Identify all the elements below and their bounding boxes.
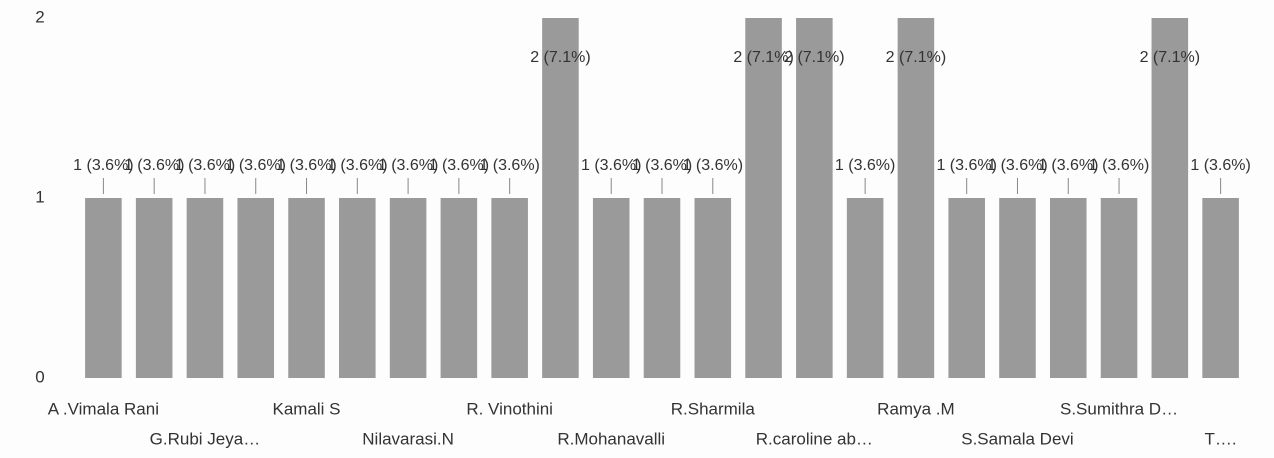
value-label: 2 (7.1%) — [1140, 49, 1200, 66]
value-label: 1 (3.6%) — [73, 157, 133, 174]
bar — [237, 198, 275, 378]
y-tick-label: 2 — [35, 7, 44, 26]
x-tick-label: A .Vimala Rani — [48, 399, 159, 418]
bar — [339, 198, 376, 378]
value-label: 1 (3.6%) — [226, 157, 286, 174]
value-label: 1 (3.6%) — [1038, 157, 1098, 174]
x-tick-label: G.Rubi Jeya… — [150, 429, 261, 448]
value-label: 1 (3.6%) — [124, 157, 184, 174]
bar — [1100, 198, 1138, 378]
value-label: 1 (3.6%) — [479, 157, 539, 174]
x-tick-label: R.caroline ab… — [756, 429, 873, 448]
x-tick-label: Kamali S — [273, 399, 341, 418]
x-tick-label: T…. — [1205, 429, 1237, 448]
value-label: 2 (7.1%) — [530, 49, 590, 66]
x-tick-label: R.Mohanavalli — [557, 429, 665, 448]
bar — [694, 198, 732, 378]
value-label: 1 (3.6%) — [632, 157, 692, 174]
value-label: 1 (3.6%) — [1089, 157, 1149, 174]
value-label: 1 (3.6%) — [378, 157, 438, 174]
bar — [948, 198, 985, 378]
x-tick-label: S.Sumithra D… — [1060, 399, 1178, 418]
value-label: 1 (3.6%) — [276, 157, 336, 174]
bar — [85, 198, 122, 378]
value-label: 1 (3.6%) — [429, 157, 489, 174]
x-tick-label: R.Sharmila — [671, 399, 756, 418]
value-label: 1 (3.6%) — [987, 157, 1047, 174]
x-tick-label: Nilavarasi.N — [362, 429, 454, 448]
y-tick-label: 1 — [35, 187, 44, 206]
bar — [592, 198, 630, 378]
value-label: 1 (3.6%) — [175, 157, 235, 174]
value-label: 1 (3.6%) — [936, 157, 996, 174]
value-label: 1 (3.6%) — [683, 157, 743, 174]
bar — [542, 18, 579, 378]
bar — [135, 198, 173, 378]
bar — [897, 18, 935, 378]
bar — [1049, 198, 1087, 378]
value-label: 1 (3.6%) — [1190, 157, 1250, 174]
bar — [1202, 198, 1239, 378]
bar — [999, 198, 1036, 378]
value-label: 1 (3.6%) — [327, 157, 387, 174]
value-label: 1 (3.6%) — [581, 157, 641, 174]
bar — [745, 18, 782, 378]
value-label: 2 (7.1%) — [784, 49, 844, 66]
value-label: 1 (3.6%) — [835, 157, 895, 174]
bar — [288, 198, 325, 378]
bar — [1151, 18, 1189, 378]
value-label: 2 (7.1%) — [733, 49, 793, 66]
bar — [440, 198, 478, 378]
bar — [186, 198, 224, 378]
x-tick-label: S.Samala Devi — [961, 429, 1073, 448]
y-tick-label: 0 — [35, 367, 44, 386]
bar — [846, 198, 884, 378]
bar — [643, 198, 681, 378]
x-tick-label: R. Vinothini — [466, 399, 553, 418]
bar — [491, 198, 528, 378]
value-label: 2 (7.1%) — [886, 49, 946, 66]
x-tick-label: Ramya .M — [877, 399, 954, 418]
bar — [389, 198, 427, 378]
bar — [796, 18, 833, 378]
